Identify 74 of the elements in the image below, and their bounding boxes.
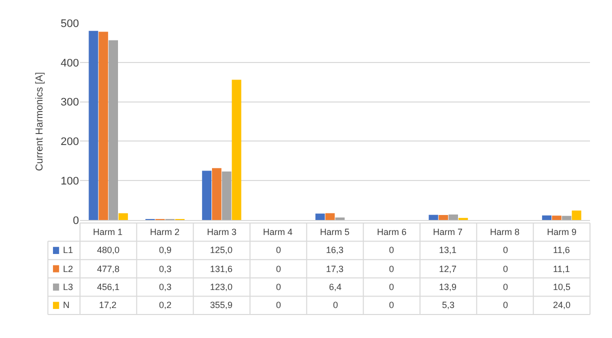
- data-label: 16,3: [326, 245, 344, 255]
- data-label: 480,0: [97, 245, 120, 255]
- data-label: 0,2: [159, 300, 172, 310]
- data-label: 0,3: [159, 264, 172, 274]
- bar: [552, 216, 562, 220]
- x-tick-label: Harm 9: [547, 227, 577, 237]
- data-label: 456,1: [97, 282, 120, 292]
- data-label: 0: [276, 245, 282, 255]
- legend-label: N: [63, 300, 70, 310]
- data-label: 477,8: [97, 264, 120, 274]
- data-label: 0: [276, 282, 282, 292]
- bar: [572, 210, 582, 220]
- data-label: 13,1: [439, 245, 457, 255]
- bar: [212, 168, 222, 220]
- y-tick-label: 500: [60, 18, 79, 30]
- legend-label: L1: [63, 245, 74, 255]
- data-label: 11,1: [553, 264, 570, 274]
- legend-label: L2: [63, 264, 74, 274]
- bar: [438, 215, 448, 220]
- bar: [335, 217, 345, 220]
- bar: [562, 216, 572, 220]
- data-label: 6,4: [329, 282, 342, 292]
- data-label: 0: [276, 264, 282, 274]
- data-label: 12,7: [439, 264, 457, 274]
- legend-label: L3: [63, 282, 74, 292]
- x-tick-label: Harm 5: [320, 227, 350, 237]
- data-label: 0: [503, 282, 508, 292]
- y-tick-label: 200: [60, 136, 79, 148]
- data-label: 17,3: [326, 264, 344, 274]
- y-tick-label: 0: [72, 214, 79, 227]
- x-tick-label: Harm 7: [433, 227, 463, 237]
- bar: [108, 40, 118, 220]
- data-label: 0,3: [159, 282, 172, 292]
- bar: [222, 172, 232, 220]
- data-label: 0: [333, 300, 338, 310]
- x-tick-label: Harm 6: [377, 227, 407, 237]
- x-tick-label: Harm 1: [93, 227, 123, 237]
- data-label: 17,2: [99, 300, 117, 310]
- data-label: 0: [389, 282, 394, 292]
- y-tick-label: 300: [60, 96, 79, 109]
- bar: [542, 215, 552, 220]
- data-label: 5,3: [442, 300, 455, 310]
- data-label: 0: [389, 264, 394, 274]
- bar: [88, 30, 98, 220]
- data-label: 10,5: [553, 282, 571, 292]
- data-label: 0: [503, 245, 508, 255]
- x-tick-label: Harm 2: [150, 227, 180, 237]
- data-label: 0: [503, 264, 508, 274]
- bar: [448, 214, 458, 220]
- y-axis-title: Current Harmonics [A]: [34, 72, 46, 171]
- data-label: 0,9: [159, 245, 172, 255]
- data-label: 11,6: [553, 245, 570, 255]
- bar: [118, 213, 128, 220]
- x-tick-label: Harm 3: [207, 227, 237, 237]
- data-label: 131,6: [210, 264, 233, 274]
- bar: [325, 213, 335, 220]
- y-tick-label: 400: [60, 57, 79, 70]
- data-label: 355,9: [210, 300, 233, 310]
- data-label: 0: [276, 300, 282, 310]
- data-label: 125,0: [210, 245, 233, 255]
- y-tick-label: 100: [60, 175, 79, 188]
- x-tick-label: Harm 8: [490, 227, 520, 237]
- bar: [98, 32, 108, 220]
- data-label: 123,0: [210, 282, 233, 292]
- data-label: 0: [389, 300, 394, 310]
- data-label: 24,0: [553, 300, 571, 310]
- data-label: 0: [503, 300, 508, 310]
- data-label: 13,9: [439, 282, 457, 292]
- x-tick-label: Harm 4: [263, 227, 293, 237]
- bar: [232, 80, 242, 220]
- bar: [428, 214, 438, 220]
- data-label: 0: [389, 245, 394, 255]
- bar: [315, 214, 325, 220]
- bar: [202, 170, 212, 220]
